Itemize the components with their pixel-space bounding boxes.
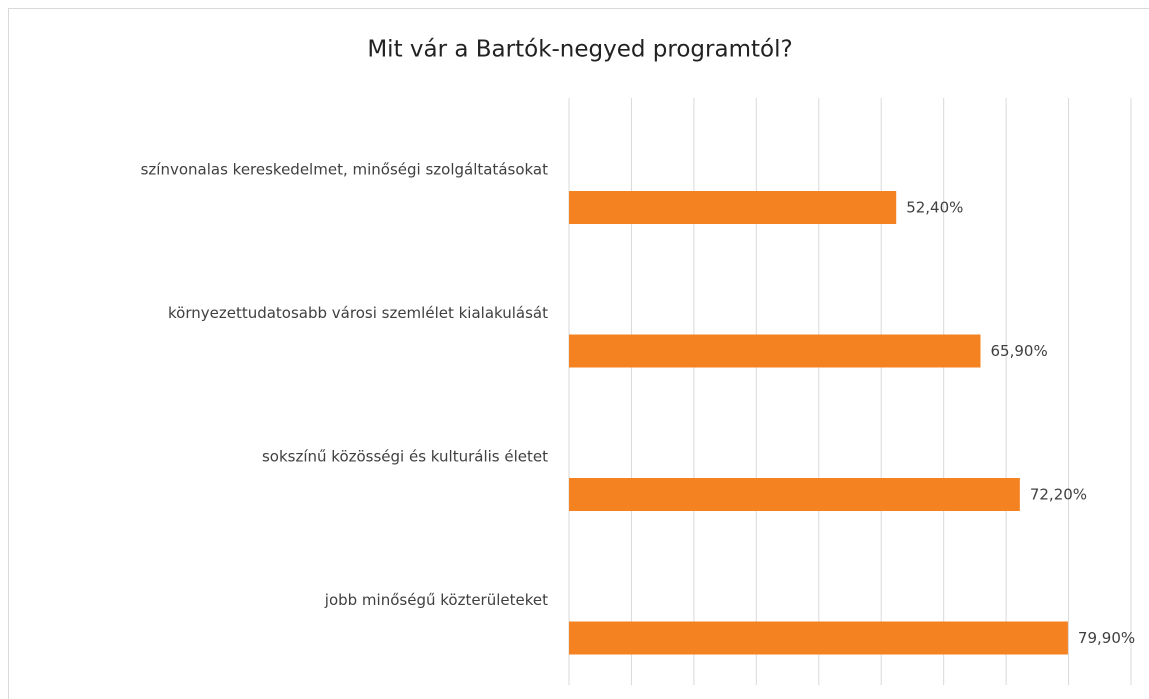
data-label: 79,90% (1078, 629, 1135, 647)
y-tick-label: sokszínű közösségi és kulturális életet (262, 448, 548, 466)
y-tick-label: környezettudatosabb városi szemlélet kia… (168, 304, 548, 322)
bar (569, 478, 1020, 511)
data-label: 72,20% (1030, 486, 1087, 504)
bar (569, 621, 1068, 655)
chart-title: Mit vár a Bartók-negyed programtól? (367, 37, 792, 63)
data-label: 65,90% (991, 342, 1048, 360)
data-label: 52,40% (906, 199, 963, 217)
bar (569, 334, 981, 368)
bar (569, 191, 897, 224)
y-tick-label: színvonalas kereskedelmet, minőségi szol… (141, 161, 549, 179)
y-tick-label: jobb minőségű közterületeket (324, 591, 548, 609)
